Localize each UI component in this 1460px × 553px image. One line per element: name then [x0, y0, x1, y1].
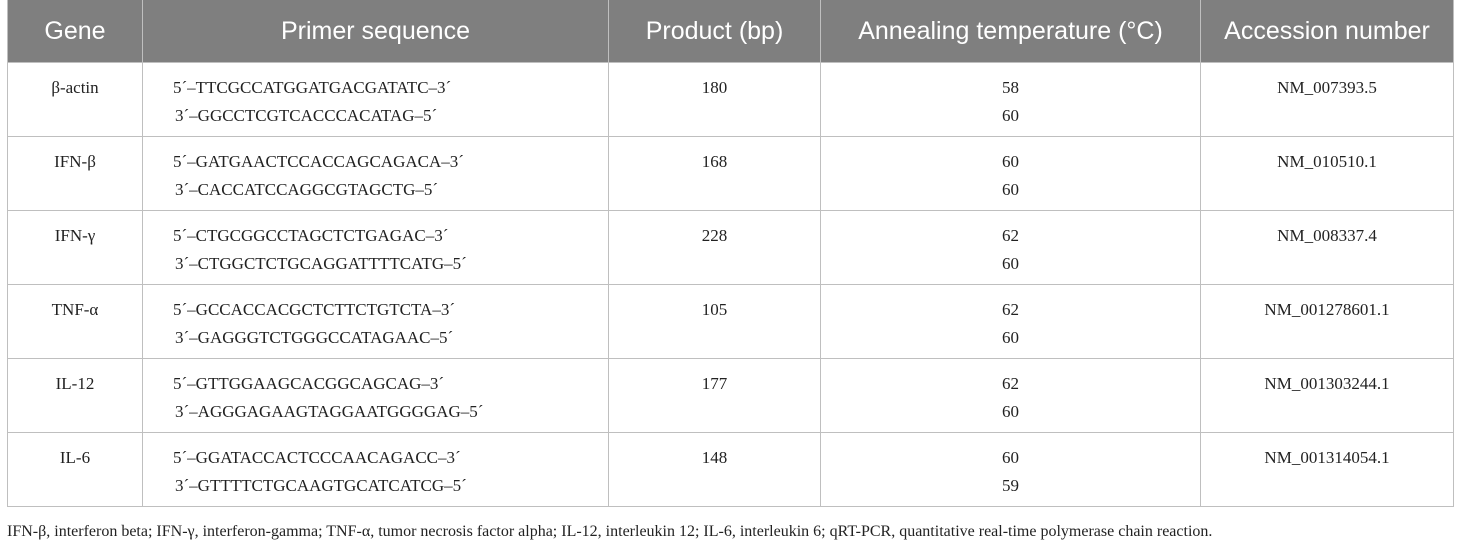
accession-number: NM_010510.1	[1200, 136, 1454, 211]
primer-sequence-cell: 5´–TTCGCCATGGATGACGATATC–3´ 3´–GGCCTCGTCA…	[142, 62, 609, 137]
gene: IL-6	[7, 432, 143, 507]
primer-sequence: 3´–CACCATCCAGGCGTAGCTG–5´	[175, 180, 439, 199]
primer-sequence: 3´–GAGGGTCTGGGCCATAGAAC–5´	[175, 328, 454, 347]
table-row: IFN-γ 5´–CTGCGGCCTAGCTCTGAGAC–3´ 3´–CTGGCT…	[7, 210, 1454, 285]
table-row: IFN-β 5´–GATGAACTCCACCAGCAGACA–3´ 3´–CACCA…	[7, 136, 1454, 211]
header-cell: Product (bp)	[608, 0, 821, 63]
accession-number: NM_001278601.1	[1200, 284, 1454, 359]
primer-sequence-cell: 5´–GCCACCACGCTCTTCTGTCTA–3´ 3´–GAGGGTCTGG…	[142, 284, 609, 359]
header-cell: Accession number	[1200, 0, 1454, 63]
accession-number: NM_001314054.1	[1200, 432, 1454, 507]
product-size: 168	[608, 136, 821, 211]
annealing-temperature: 60	[1002, 328, 1019, 347]
accession-number: NM_001303244.1	[1200, 358, 1454, 433]
annealing-temperature: 62	[1002, 300, 1019, 319]
primer-sequence: 3´–GTTTTCTGCAAGTGCATCATCG–5´	[175, 476, 467, 495]
accession-number: NM_007393.5	[1200, 62, 1454, 137]
annealing-temperature: 60	[1002, 448, 1019, 467]
primer-sequence: 5´–TTCGCCATGGATGACGATATC–3´	[173, 78, 452, 97]
accession-number: NM_008337.4	[1200, 210, 1454, 285]
gene: IFN-β	[7, 136, 143, 211]
table-body: β-actin 5´–TTCGCCATGGATGACGATATC–3´ 3´–GGC…	[7, 62, 1454, 507]
primer-sequence-cell: 5´–GATGAACTCCACCAGCAGACA–3´ 3´–CACCATCCAG…	[142, 136, 609, 211]
primer-table: Gene Primer sequence Product (bp) Annealing…	[7, 0, 1454, 507]
annealing-temperature-cell: 62 60	[820, 284, 1201, 359]
footnote: IFN-β, interferon beta; IFN-γ, interfero…	[7, 523, 1213, 540]
annealing-temperature: 60	[1002, 254, 1019, 273]
annealing-temperature: 59	[1002, 476, 1019, 495]
primer-sequence: 5´–CTGCGGCCTAGCTCTGAGAC–3´	[173, 226, 449, 245]
annealing-temperature: 60	[1002, 152, 1019, 171]
gene: β-actin	[7, 62, 143, 137]
product-size: 105	[608, 284, 821, 359]
primer-sequence-cell: 5´–GTTGGAAGCACGGCAGCAG–3´ 3´–AGGGAGAAGTAG…	[142, 358, 609, 433]
product-size: 228	[608, 210, 821, 285]
gene: IL-12	[7, 358, 143, 433]
product-size: 148	[608, 432, 821, 507]
table-row: β-actin 5´–TTCGCCATGGATGACGATATC–3´ 3´–GGC…	[7, 62, 1454, 137]
primer-sequence: 3´–CTGGCTCTGCAGGATTTTCATG–5´	[175, 254, 467, 273]
annealing-temperature: 60	[1002, 180, 1019, 199]
annealing-temperature: 62	[1002, 374, 1019, 393]
header-cell: Gene	[7, 0, 143, 63]
table-row: TNF-α 5´–GCCACCACGCTCTTCTGTCTA–3´ 3´–GAGGG…	[7, 284, 1454, 359]
header-row: Gene Primer sequence Product (bp) Annealing…	[7, 0, 1454, 63]
gene: IFN-γ	[7, 210, 143, 285]
annealing-temperature: 58	[1002, 78, 1019, 97]
primer-sequence-cell: 5´–CTGCGGCCTAGCTCTGAGAC–3´ 3´–CTGGCTCTGCA…	[142, 210, 609, 285]
header-cell: Primer sequence	[142, 0, 609, 63]
primer-sequence: 5´–GATGAACTCCACCAGCAGACA–3´	[173, 152, 464, 171]
annealing-temperature: 60	[1002, 106, 1019, 125]
table-row: IL-12 5´–GTTGGAAGCACGGCAGCAG–3´ 3´–AGGGAGA…	[7, 358, 1454, 433]
primer-sequence: 3´–AGGGAGAAGTAGGAATGGGGAG–5´	[175, 402, 484, 421]
primer-sequence: 5´–GGATACCACTCCCAACAGACC–3´	[173, 448, 461, 467]
table-container: Gene Primer sequence Product (bp) Annealing…	[7, 0, 1454, 507]
annealing-temperature-cell: 62 60	[820, 210, 1201, 285]
product-size: 180	[608, 62, 821, 137]
annealing-temperature-cell: 60 60	[820, 136, 1201, 211]
table-row: IL-6 5´–GGATACCACTCCCAACAGACC–3´ 3´–GTTTTC…	[7, 432, 1454, 507]
primer-sequence: 5´–GCCACCACGCTCTTCTGTCTA–3´	[173, 300, 455, 319]
annealing-temperature: 60	[1002, 402, 1019, 421]
annealing-temperature-cell: 60 59	[820, 432, 1201, 507]
gene: TNF-α	[7, 284, 143, 359]
annealing-temperature: 62	[1002, 226, 1019, 245]
annealing-temperature-cell: 62 60	[820, 358, 1201, 433]
primer-sequence: 3´–GGCCTCGTCACCCACATAG–5´	[175, 106, 438, 125]
primer-sequence-cell: 5´–GGATACCACTCCCAACAGACC–3´ 3´–GTTTTCTGCA…	[142, 432, 609, 507]
annealing-temperature-cell: 58 60	[820, 62, 1201, 137]
primer-sequence: 5´–GTTGGAAGCACGGCAGCAG–3´	[173, 374, 445, 393]
product-size: 177	[608, 358, 821, 433]
header-cell: Annealing temperature (°C)	[820, 0, 1201, 63]
